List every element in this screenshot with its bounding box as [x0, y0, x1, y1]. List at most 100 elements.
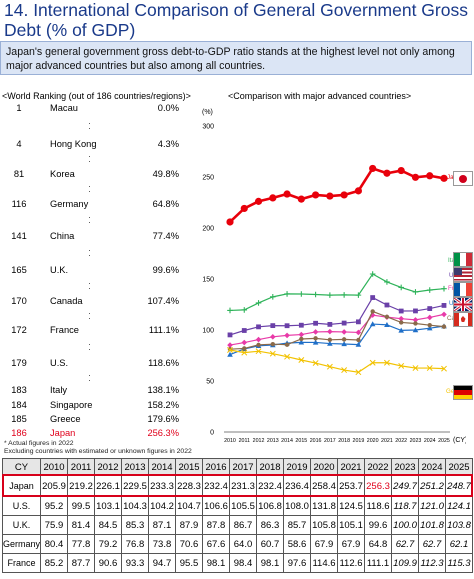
ranking-rank: 116 — [11, 199, 27, 209]
data-point — [426, 325, 433, 331]
data-point — [298, 331, 305, 338]
series-line-uk — [229, 323, 445, 356]
table-cell: 81.4 — [67, 515, 96, 535]
ellipsis-dots: · · — [88, 151, 91, 166]
table-cell: 62.7 — [418, 534, 447, 554]
ranking-value: 4.3% — [157, 139, 179, 149]
data-point — [327, 340, 333, 346]
chart-header: <Comparison with major advanced countrie… — [228, 91, 412, 101]
ranking-rank: 179 — [11, 358, 27, 368]
us-flag-icon — [453, 267, 473, 282]
italy-flag-icon — [453, 252, 473, 267]
data-point — [241, 349, 248, 356]
table-header-cell: 2011 — [67, 458, 96, 476]
table-header-cell: 2010 — [40, 458, 69, 476]
table-cell: 229.5 — [121, 475, 150, 497]
data-point — [341, 329, 347, 335]
table-cell: 62.7 — [391, 534, 420, 554]
data-point — [356, 337, 361, 343]
table-header-cell: 2023 — [391, 458, 420, 476]
table-header-cell: 2014 — [148, 458, 177, 476]
table-cell: 248.7 — [445, 475, 474, 497]
table-row: U.K. 75.9 81.4 84.5 85.3 87.1 87.9 87.8 86.7 86.3… — [1, 515, 474, 535]
y-axis-unit: (%) — [202, 109, 213, 116]
data-point — [312, 291, 319, 298]
data-point — [297, 195, 305, 203]
data-point — [284, 291, 290, 297]
table-header-cell: 2025 — [445, 458, 474, 476]
table-country-cell: France — [1, 553, 42, 573]
ranking-rank: 183 — [11, 385, 27, 395]
data-point — [341, 341, 347, 347]
table-header-row: CY 2010 2011 2012 2013 2014 2015 2016 2017 2018 20… — [1, 458, 474, 476]
ranking-row: 184 Singapore 158.2% — [0, 400, 190, 414]
table-cell: 58.6 — [283, 534, 312, 554]
data-point — [384, 321, 390, 327]
data-point — [370, 295, 376, 300]
table-row: France 85.2 87.7 90.6 93.3 94.7 95.5 98.1 98.4 98… — [1, 553, 474, 573]
data-point — [369, 312, 376, 318]
table-cell: 85.7 — [283, 515, 312, 535]
debt-data-table: CY 2010 2011 2012 2013 2014 2015 2016 2017 2018 20… — [1, 458, 474, 573]
table-cell: 99.5 — [67, 496, 96, 516]
data-point — [298, 339, 305, 345]
ranking-row: 81 Korea 49.8% — [0, 169, 190, 183]
table-cell: 73.8 — [148, 534, 177, 554]
data-point — [255, 336, 262, 343]
table-header-cell: 2013 — [121, 458, 150, 476]
table-header-cell: 2016 — [202, 458, 231, 476]
table-cell: 101.8 — [418, 515, 447, 535]
ranking-value: 99.6% — [152, 265, 179, 275]
data-point — [312, 329, 319, 335]
table-row: Germany 80.4 77.8 79.2 76.8 73.8 70.6 67.6 64.0 6… — [1, 534, 474, 554]
data-point — [426, 172, 434, 180]
ranking-rank: 185 — [11, 414, 27, 424]
table-cell: 232.4 — [256, 475, 285, 497]
table-cell: 80.4 — [40, 534, 69, 554]
table-cell: 205.9 — [40, 475, 69, 497]
data-point — [284, 353, 291, 360]
table-cell: 131.8 — [310, 496, 339, 516]
table-cell: 60.7 — [256, 534, 285, 554]
data-point — [397, 166, 405, 175]
ellipsis-dots: · · — [88, 338, 91, 354]
table-cell: 109.9 — [391, 553, 420, 573]
ranking-value: 49.8% — [152, 169, 179, 179]
x-tick-label: 2016 — [310, 438, 322, 444]
data-point — [441, 365, 447, 372]
data-point — [340, 191, 348, 199]
table-header-cell: 2012 — [94, 458, 123, 476]
data-point — [299, 336, 304, 342]
x-tick-label: 2013 — [267, 438, 279, 444]
ranking-value: 0.0% — [157, 103, 179, 113]
table-cell: 249.7 — [391, 475, 420, 497]
japan-flag-icon — [453, 171, 473, 186]
data-point — [255, 300, 262, 306]
ranking-rank: 4 — [16, 139, 22, 149]
data-point — [412, 365, 419, 371]
table-cell: 105.8 — [310, 515, 339, 535]
y-tick-label: 100 — [202, 328, 214, 335]
data-point — [412, 317, 419, 323]
table-cell: 253.7 — [337, 475, 366, 497]
data-point — [383, 359, 390, 366]
table-cell: 232.4 — [202, 475, 231, 497]
france-flag-icon — [453, 282, 473, 297]
note-excluding: Excluding countries with estimated or un… — [4, 448, 192, 455]
table-cell: 67.6 — [202, 534, 231, 554]
ranking-rank: 186 — [11, 428, 27, 438]
data-point — [427, 323, 432, 328]
table-country-cell: Germany — [1, 534, 42, 554]
data-point — [240, 204, 248, 213]
world-ranking-list: 1 Macau 0.0% · · 4 Hong Kong 4.3% · · 81 Korea 49.8%… — [0, 103, 200, 455]
table-cell: 256.3 — [364, 475, 393, 497]
ranking-row: 4 Hong Kong 4.3% — [0, 139, 190, 153]
data-point — [441, 303, 447, 308]
table-cell: 77.8 — [67, 534, 96, 554]
ranking-country: Italy — [50, 385, 68, 395]
y-tick-label: 250 — [202, 175, 214, 182]
x-tick-label: 2017 — [324, 438, 336, 444]
ranking-row: 165 U.K. 99.6% — [0, 265, 190, 279]
table-cell: 86.3 — [256, 515, 285, 535]
